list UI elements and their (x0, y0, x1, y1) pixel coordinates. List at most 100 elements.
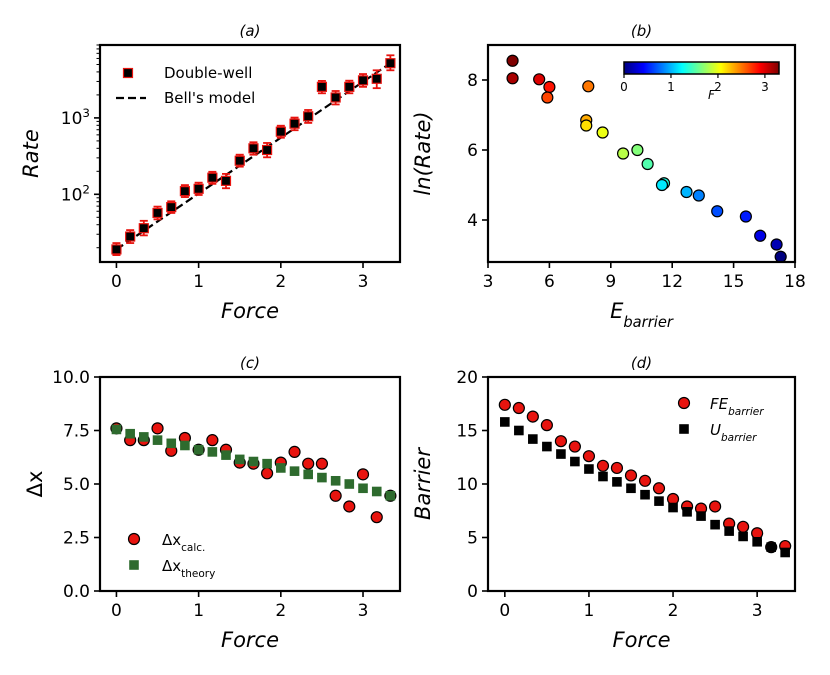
data-point (220, 175, 232, 186)
data-point (152, 207, 163, 219)
panel-d: (d) 0 1 2 3 0 5 10 15 20 Force Barrier FEbarrier Ubar… (411, 354, 797, 652)
data-point (234, 155, 245, 166)
data-point (506, 72, 519, 85)
data-point-u (542, 441, 552, 452)
data-point-fe (568, 440, 581, 453)
data-point-fe (624, 469, 638, 482)
x-tick-label: 3 (358, 272, 369, 292)
colorbar-tick-label: 1 (667, 80, 675, 94)
data-point-fe (708, 500, 722, 513)
data-point-u (514, 425, 524, 436)
data-point-fe (540, 419, 553, 432)
panel-title: (c) (240, 354, 260, 372)
y-axis-label: Δx (23, 471, 47, 498)
colorbar-tick-label: 3 (761, 80, 769, 94)
data-point (655, 178, 669, 192)
y-tick-label: 5.0 (63, 475, 90, 495)
x-tick-label: 1 (193, 601, 204, 621)
data-point-theory (358, 483, 368, 494)
data-point (596, 126, 609, 139)
data-point-calc (288, 445, 301, 458)
data-point (582, 80, 595, 93)
panel-c: (c) 0 1 2 3 0.0 2.5 5.0 7.5 10.0 Force Δx Δxcalc. Δxt… (23, 354, 402, 652)
y-axis-label: Rate (19, 129, 43, 178)
data-point-theory (317, 472, 327, 483)
legend-label-double-well: Double-well (164, 64, 252, 82)
data-point-theory (193, 444, 204, 455)
y-tick-label: 5 (467, 529, 478, 549)
plot-frame (486, 43, 797, 264)
data-point (754, 229, 767, 242)
data-point-u (752, 536, 762, 547)
data-point-u (570, 456, 580, 467)
legend-marker-u (679, 424, 689, 434)
panel-title: (b) (631, 22, 652, 40)
y-axis-label: ln(Rate) (411, 111, 435, 195)
data-point-fe (582, 450, 596, 463)
data-point (248, 143, 259, 154)
legend-label-calc: Δxcalc. (162, 531, 205, 554)
data-point (692, 189, 705, 202)
data-point-u (710, 519, 720, 530)
data-point-theory (180, 440, 190, 451)
data-point (289, 118, 300, 129)
data-point (330, 92, 341, 103)
data-point (580, 119, 593, 132)
data-point-u (780, 547, 790, 558)
data-point (344, 81, 355, 92)
data-point (193, 183, 204, 194)
data-point-u (640, 489, 650, 500)
data-point (711, 205, 724, 218)
x-tick-label: 3 (358, 601, 369, 621)
y-tick-label: 0.0 (63, 582, 90, 602)
data-point (385, 58, 396, 69)
data-point-fe (737, 520, 750, 533)
data-point-u (584, 464, 594, 474)
data-point (275, 126, 286, 137)
data-point-u (500, 417, 510, 427)
data-point-theory (344, 479, 355, 489)
data-point-fe (652, 482, 666, 495)
data-point (179, 186, 191, 197)
y-tick-label: 8 (467, 71, 478, 91)
data-point-calc (260, 467, 274, 480)
x-tick-label: 1 (584, 601, 595, 621)
data-point (125, 231, 136, 242)
y-tick-label: 6 (467, 141, 478, 161)
y-tick-label: 102 (61, 182, 90, 205)
data-point (770, 238, 783, 251)
y-tick-label: 2.5 (63, 529, 90, 549)
y-tick-label: 15 (456, 422, 478, 442)
data-point (616, 147, 630, 160)
x-tick-label: 2 (275, 272, 286, 292)
legend-marker-theory (129, 560, 139, 570)
data-point-theory (234, 454, 245, 465)
data-point-theory (385, 490, 396, 501)
data-point-u (612, 477, 622, 487)
data-point-theory (152, 435, 163, 445)
x-tick-label: 18 (784, 272, 806, 292)
data-point (111, 244, 122, 255)
x-tick-label: 2 (668, 601, 679, 621)
x-axis-label: Force (612, 628, 670, 652)
data-point-theory (207, 447, 218, 457)
y-tick-label: 7.5 (63, 422, 90, 442)
x-tick-label: 15 (723, 272, 745, 292)
legend-marker-calc (127, 532, 141, 546)
data-point-u (738, 531, 748, 542)
x-axis-label: Ebarrier (610, 299, 674, 331)
bells-model-line (115, 62, 392, 251)
data-point-calc (315, 457, 329, 470)
legend-label-bells-model: Bell's model (164, 89, 255, 107)
data-point (303, 111, 314, 122)
colorbar-label: F (708, 88, 716, 102)
data-point-theory (303, 469, 313, 480)
x-tick-label: 0 (499, 601, 510, 621)
colorbar-tick-label: 2 (714, 80, 722, 94)
data-point-theory (221, 450, 231, 460)
x-tick-label: 3 (483, 272, 494, 292)
data-point (261, 144, 273, 156)
data-point-theory (248, 456, 259, 467)
